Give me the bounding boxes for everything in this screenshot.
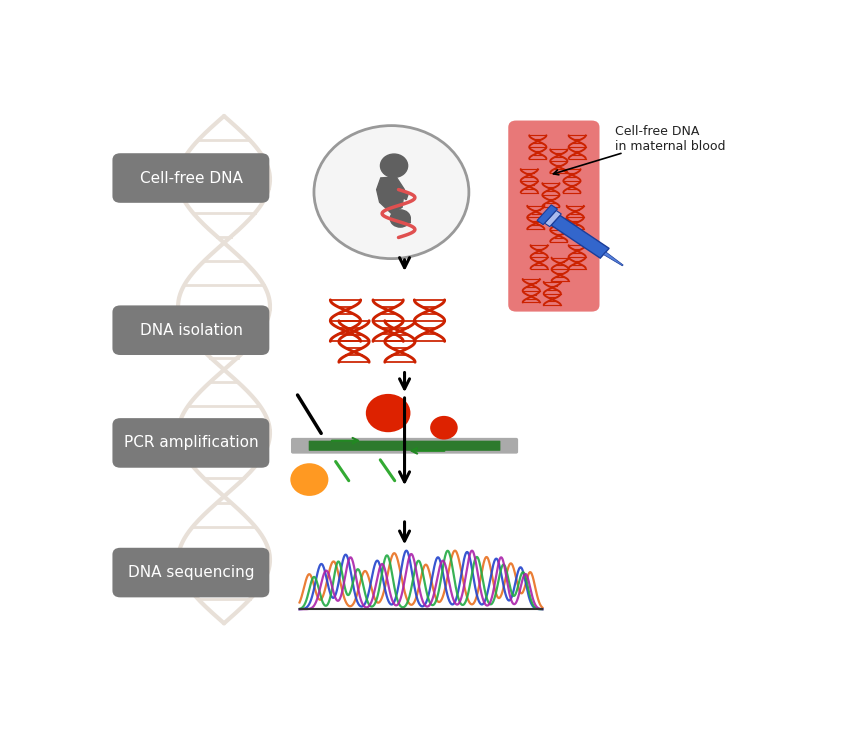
Bar	[537, 205, 557, 225]
Text: DNA sequencing: DNA sequencing	[128, 565, 254, 580]
FancyBboxPatch shape	[113, 418, 269, 468]
Bar	[545, 211, 562, 227]
Circle shape	[291, 463, 329, 496]
Circle shape	[366, 394, 411, 432]
FancyBboxPatch shape	[508, 121, 600, 312]
Polygon shape	[395, 187, 408, 200]
FancyBboxPatch shape	[113, 153, 269, 203]
Circle shape	[380, 154, 407, 177]
Text: Cell-free DNA
in maternal blood: Cell-free DNA in maternal blood	[553, 124, 725, 175]
FancyBboxPatch shape	[291, 438, 518, 454]
Polygon shape	[603, 252, 623, 266]
Polygon shape	[377, 177, 404, 214]
Circle shape	[390, 210, 410, 227]
FancyBboxPatch shape	[113, 305, 269, 355]
Text: Cell-free DNA: Cell-free DNA	[140, 171, 242, 185]
Text: DNA isolation: DNA isolation	[140, 323, 242, 337]
FancyBboxPatch shape	[308, 441, 501, 451]
FancyBboxPatch shape	[113, 548, 269, 597]
Text: PCR amplification: PCR amplification	[124, 436, 258, 450]
Polygon shape	[395, 215, 410, 225]
Bar	[551, 215, 609, 258]
Circle shape	[430, 416, 457, 439]
Circle shape	[314, 126, 469, 258]
